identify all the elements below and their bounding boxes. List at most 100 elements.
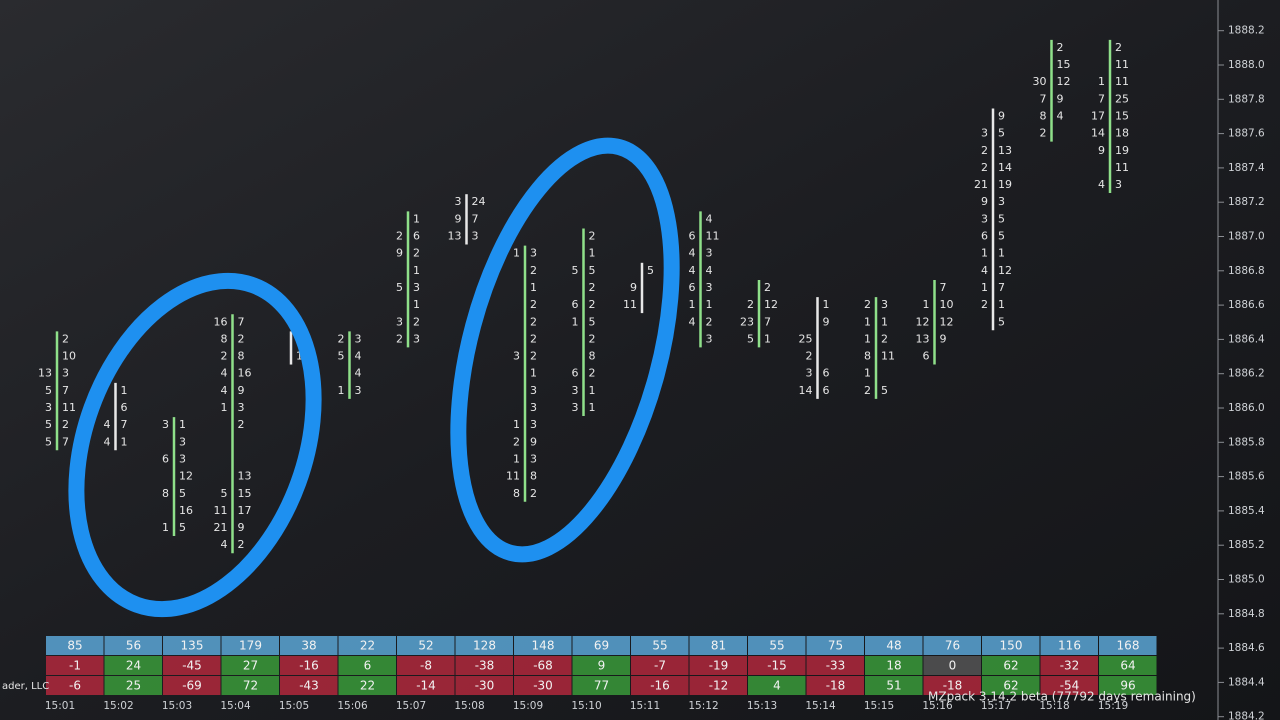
bid-volume: 4 (689, 247, 696, 260)
table-value: 6 (364, 659, 372, 673)
table-cell (923, 636, 981, 655)
table-value: -16 (299, 659, 319, 673)
table-cell (514, 656, 572, 675)
time-label: 15:06 (337, 700, 368, 712)
ask-volume: 3 (62, 367, 69, 380)
bid-volume: 3 (572, 384, 579, 397)
bid-volume: 1 (923, 298, 930, 311)
ask-volume: 9 (1057, 92, 1064, 105)
bid-volume: 4 (104, 435, 111, 448)
bid-volume: 2 (981, 161, 988, 174)
ask-volume: 1 (823, 298, 830, 311)
table-value: 75 (828, 639, 843, 653)
ask-volume: 11 (706, 230, 720, 243)
table-cell (689, 656, 747, 675)
table-cell (1040, 676, 1098, 695)
price-label: 1884.2 (1228, 711, 1265, 720)
ask-volume: 2 (62, 332, 69, 345)
bid-volume: 1 (221, 401, 228, 414)
ask-volume: 4 (706, 212, 713, 225)
ask-volume: 7 (121, 418, 128, 431)
bid-volume: 16 (214, 315, 228, 328)
bid-volume: 4 (689, 315, 696, 328)
bid-volume: 11 (214, 504, 228, 517)
bid-volume: 17 (1091, 109, 1105, 122)
bid-volume: 11 (506, 470, 520, 483)
bid-volume: 23 (740, 315, 754, 328)
bid-volume: 13 (448, 230, 462, 243)
ask-volume: 11 (881, 350, 895, 363)
time-label: 15:08 (454, 700, 484, 712)
price-label: 1888.2 (1228, 25, 1265, 37)
table-cell (1040, 636, 1098, 655)
bid-volume: 4 (221, 367, 228, 380)
table-cell (923, 676, 981, 695)
table-value: -8 (420, 659, 432, 673)
ask-volume: 3 (355, 332, 362, 345)
bid-volume: 1 (864, 315, 871, 328)
table-cell (982, 676, 1040, 695)
bid-volume: 21 (974, 178, 988, 191)
bid-volume: 7 (1098, 92, 1105, 105)
ask-volume: 5 (589, 315, 596, 328)
table-cell (397, 636, 455, 655)
bid-volume: 6 (981, 230, 988, 243)
bid-volume: 4 (981, 264, 988, 277)
ask-volume: 19 (998, 178, 1012, 191)
ask-volume: 5 (998, 230, 1005, 243)
table-cell (1040, 656, 1098, 675)
time-label: 15:19 (1098, 700, 1128, 712)
ask-volume: 4 (355, 350, 362, 363)
table-value: 135 (181, 639, 204, 653)
ask-volume: 9 (940, 332, 947, 345)
table-cell (221, 676, 279, 695)
table-value: -14 (416, 679, 436, 693)
ask-volume: 6 (823, 367, 830, 380)
bid-volume: 2 (396, 230, 403, 243)
bid-volume: 3 (513, 350, 520, 363)
price-label: 1884.6 (1228, 642, 1265, 654)
bid-volume: 8 (864, 350, 871, 363)
table-value: 179 (239, 639, 262, 653)
ask-volume: 7 (998, 281, 1005, 294)
table-cell (338, 676, 396, 695)
ask-volume: 3 (530, 452, 537, 465)
bid-volume: 1 (513, 418, 520, 431)
table-cell (572, 636, 630, 655)
bid-volume: 4 (1098, 178, 1105, 191)
bid-volume: 9 (455, 212, 462, 225)
ask-volume: 7 (238, 315, 245, 328)
ask-volume: 11 (1115, 58, 1129, 71)
table-cell (163, 656, 221, 675)
ask-volume: 12 (1057, 75, 1071, 88)
table-value: -18 (943, 679, 963, 693)
table-cell (572, 656, 630, 675)
price-label: 1885.6 (1228, 471, 1265, 483)
bid-volume: 1 (689, 298, 696, 311)
table-value: -16 (650, 679, 670, 693)
price-label: 1887.8 (1228, 93, 1265, 105)
table-cell (46, 656, 104, 675)
table-value: 22 (360, 679, 375, 693)
ask-volume: 2 (413, 315, 420, 328)
ask-volume: 1 (413, 298, 420, 311)
price-label: 1888.0 (1228, 59, 1265, 71)
ask-volume: 19 (1115, 144, 1129, 157)
table-value: 4 (773, 679, 781, 693)
ask-volume: 16 (238, 367, 252, 380)
ask-volume: 2 (764, 281, 771, 294)
ask-volume: 9 (238, 521, 245, 534)
ask-volume: 24 (472, 195, 486, 208)
table-value: -45 (182, 659, 202, 673)
bid-volume: 5 (45, 384, 52, 397)
ask-volume: 2 (413, 247, 420, 260)
ask-volume: 1 (530, 367, 537, 380)
price-label: 1885.8 (1228, 436, 1265, 448)
price-label: 1885.0 (1228, 574, 1265, 586)
table-cell (46, 676, 104, 695)
ask-volume: 2 (1115, 41, 1122, 54)
bid-volume: 9 (630, 281, 637, 294)
table-cell (455, 676, 513, 695)
table-value: 56 (126, 639, 141, 653)
